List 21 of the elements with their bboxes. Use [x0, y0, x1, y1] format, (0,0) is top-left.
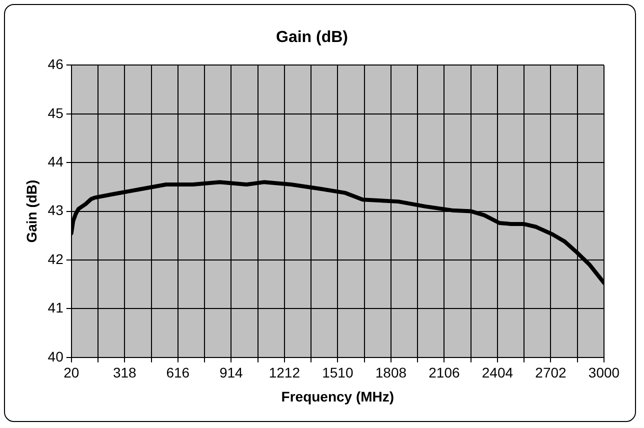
x-axis-title: Frequency (MHz)	[281, 388, 394, 404]
x-tick-label: 3000	[588, 364, 620, 381]
y-tick-label: 40	[48, 348, 64, 364]
y-tick-label: 45	[48, 104, 64, 121]
y-tick-label: 41	[48, 300, 64, 316]
y-tick-label: 43	[48, 202, 64, 218]
x-tick-label: 1808	[375, 364, 407, 381]
x-tick-label: 914	[219, 364, 244, 381]
x-tick-label: 2404	[482, 364, 514, 381]
y-tick-label: 46	[48, 56, 64, 72]
x-tick-label: 616	[166, 364, 190, 381]
y-axis-title: Gain (dB)	[23, 180, 40, 243]
y-tick-label: 42	[48, 250, 64, 267]
x-tick-label: 20	[64, 364, 80, 381]
x-tick-label: 1510	[322, 364, 354, 381]
x-tick-label: 2702	[535, 364, 567, 381]
y-tick-label: 44	[48, 153, 64, 170]
x-tick-label: 318	[112, 364, 137, 381]
x-tick-label: 1212	[268, 364, 300, 381]
x-tick-label: 2106	[428, 364, 460, 381]
chart-title: Gain (dB)	[276, 29, 348, 46]
